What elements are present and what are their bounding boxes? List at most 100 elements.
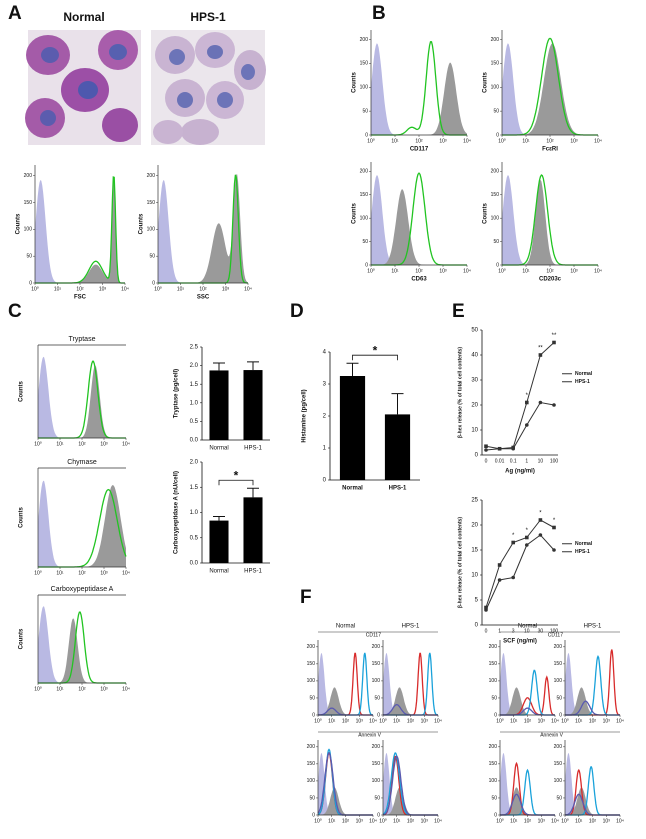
significance: ** bbox=[552, 333, 557, 339]
y-tick-label: 0 bbox=[29, 280, 32, 286]
x-tick-label: 10³ bbox=[356, 818, 364, 824]
y-tick-label: 100 bbox=[24, 227, 33, 233]
micrograph bbox=[151, 30, 266, 145]
x-tick-label: 10¹ bbox=[177, 286, 185, 292]
row-label: Annexin V bbox=[540, 732, 563, 738]
y-tick-label: 20 bbox=[471, 403, 478, 409]
point bbox=[497, 578, 502, 582]
x-tick-label: 10¹ bbox=[393, 818, 401, 824]
x-tick-label: 10⁰ bbox=[314, 718, 322, 724]
x-tick-label: 10³ bbox=[603, 818, 611, 824]
x-tick-label: 10¹ bbox=[54, 286, 62, 292]
x-tick-label: 10² bbox=[78, 441, 86, 447]
point bbox=[538, 353, 543, 357]
y-tick-label: 150 bbox=[307, 661, 316, 667]
significance-bracket bbox=[218, 479, 254, 486]
x-tick-label: 10⁴ bbox=[434, 818, 442, 824]
y-tick-label: 200 bbox=[372, 744, 381, 750]
y-tick-label: 150 bbox=[489, 761, 498, 767]
x-tick-label: 10¹ bbox=[56, 686, 64, 692]
point bbox=[511, 445, 515, 450]
point bbox=[525, 543, 529, 547]
x-tick-label: 10² bbox=[589, 818, 597, 824]
x-tick-label: 10¹ bbox=[575, 718, 583, 724]
y-tick-label: 0 bbox=[365, 132, 368, 138]
y-axis-label: Histamine (pg/cell) bbox=[302, 389, 308, 442]
x-tick-label: 10⁰ bbox=[367, 268, 375, 274]
y-tick-label: 200 bbox=[360, 169, 369, 175]
y-tick-label: 0 bbox=[312, 812, 315, 818]
x-tick-label: 10² bbox=[415, 138, 423, 144]
x-tick-label: 10⁴ bbox=[463, 138, 471, 144]
y-tick-label: 200 bbox=[489, 744, 498, 750]
x-tick-label: 10² bbox=[407, 818, 415, 824]
y-tick-label: 150 bbox=[491, 192, 500, 198]
y-tick-label: 2 bbox=[323, 414, 327, 420]
y-tick-label: 50 bbox=[556, 695, 562, 701]
x-tick-label: 10³ bbox=[100, 686, 108, 692]
x-tick-label: 1 bbox=[525, 458, 528, 464]
y-tick-label: 1 bbox=[323, 446, 327, 452]
y-tick-label: 0 bbox=[559, 712, 562, 718]
histogram-curve bbox=[565, 653, 620, 715]
y-axis-label: Counts bbox=[19, 628, 25, 649]
x-tick-label: 10² bbox=[342, 718, 350, 724]
row-label: CD117 bbox=[548, 632, 563, 638]
x-tick-label: 10⁰ bbox=[34, 441, 42, 447]
y-tick-label: 0 bbox=[496, 262, 499, 268]
y-tick-label: 0.5 bbox=[190, 535, 199, 541]
y-tick-label: 0.5 bbox=[190, 419, 199, 425]
y-tick-label: 0 bbox=[494, 712, 497, 718]
x-tick-label: 10¹ bbox=[56, 570, 64, 576]
histogram-curve bbox=[38, 480, 126, 567]
histogram-curve bbox=[500, 753, 555, 815]
x-tick-label: 10³ bbox=[99, 286, 107, 292]
x-tick-label: 100 bbox=[550, 628, 559, 634]
y-tick-label: 150 bbox=[360, 192, 369, 198]
x-tick-label: 10³ bbox=[538, 718, 546, 724]
y-tick-label: 10 bbox=[471, 573, 478, 579]
histogram-curve bbox=[371, 175, 467, 265]
histogram-curve bbox=[371, 62, 467, 135]
y-tick-label: 50 bbox=[362, 239, 368, 245]
x-tick-label: Normal bbox=[342, 486, 363, 492]
x-tick-label: 10⁰ bbox=[379, 718, 387, 724]
x-tick-label: 10² bbox=[546, 138, 554, 144]
point bbox=[538, 518, 543, 522]
group-title: HPS-1 bbox=[584, 624, 602, 630]
y-tick-label: 0.0 bbox=[190, 561, 199, 567]
histogram-curve bbox=[502, 43, 598, 135]
group-title: Normal bbox=[518, 624, 537, 630]
y-tick-label: 200 bbox=[147, 173, 156, 179]
significance: * bbox=[373, 343, 378, 357]
plot-label: CD63 bbox=[411, 277, 427, 283]
series-line bbox=[485, 401, 555, 451]
y-tick-label: 100 bbox=[360, 216, 369, 222]
x-tick-label: 10⁴ bbox=[122, 570, 130, 576]
y-tick-label: 2.5 bbox=[190, 345, 199, 351]
x-tick-label: HPS-1 bbox=[244, 446, 262, 452]
panel-letter: A bbox=[8, 3, 22, 24]
x-tick-label: 10⁰ bbox=[31, 286, 39, 292]
point bbox=[525, 423, 529, 427]
x-tick-label: 10⁰ bbox=[496, 718, 504, 724]
y-tick-label: 200 bbox=[554, 744, 563, 750]
y-tick-label: 50 bbox=[491, 695, 497, 701]
x-tick-label: HPS-1 bbox=[244, 569, 262, 575]
x-tick-label: 10⁴ bbox=[594, 268, 602, 274]
x-tick-label: 10⁰ bbox=[367, 138, 375, 144]
y-tick-label: 0 bbox=[365, 262, 368, 268]
y-tick-label: 200 bbox=[491, 169, 500, 175]
y-tick-label: 50 bbox=[309, 795, 315, 801]
point bbox=[511, 540, 515, 545]
y-axis-label: Counts bbox=[483, 203, 489, 224]
y-tick-label: 100 bbox=[554, 778, 563, 784]
x-tick-label: 0 bbox=[485, 628, 488, 634]
x-axis-label: Ag (ng/ml) bbox=[505, 469, 535, 475]
x-tick-label: 10² bbox=[78, 570, 86, 576]
y-tick-label: 3 bbox=[323, 382, 327, 388]
error-bar bbox=[247, 361, 259, 371]
y-tick-label: 0.0 bbox=[190, 438, 199, 444]
bar bbox=[243, 497, 263, 563]
y-tick-label: 200 bbox=[307, 644, 316, 650]
